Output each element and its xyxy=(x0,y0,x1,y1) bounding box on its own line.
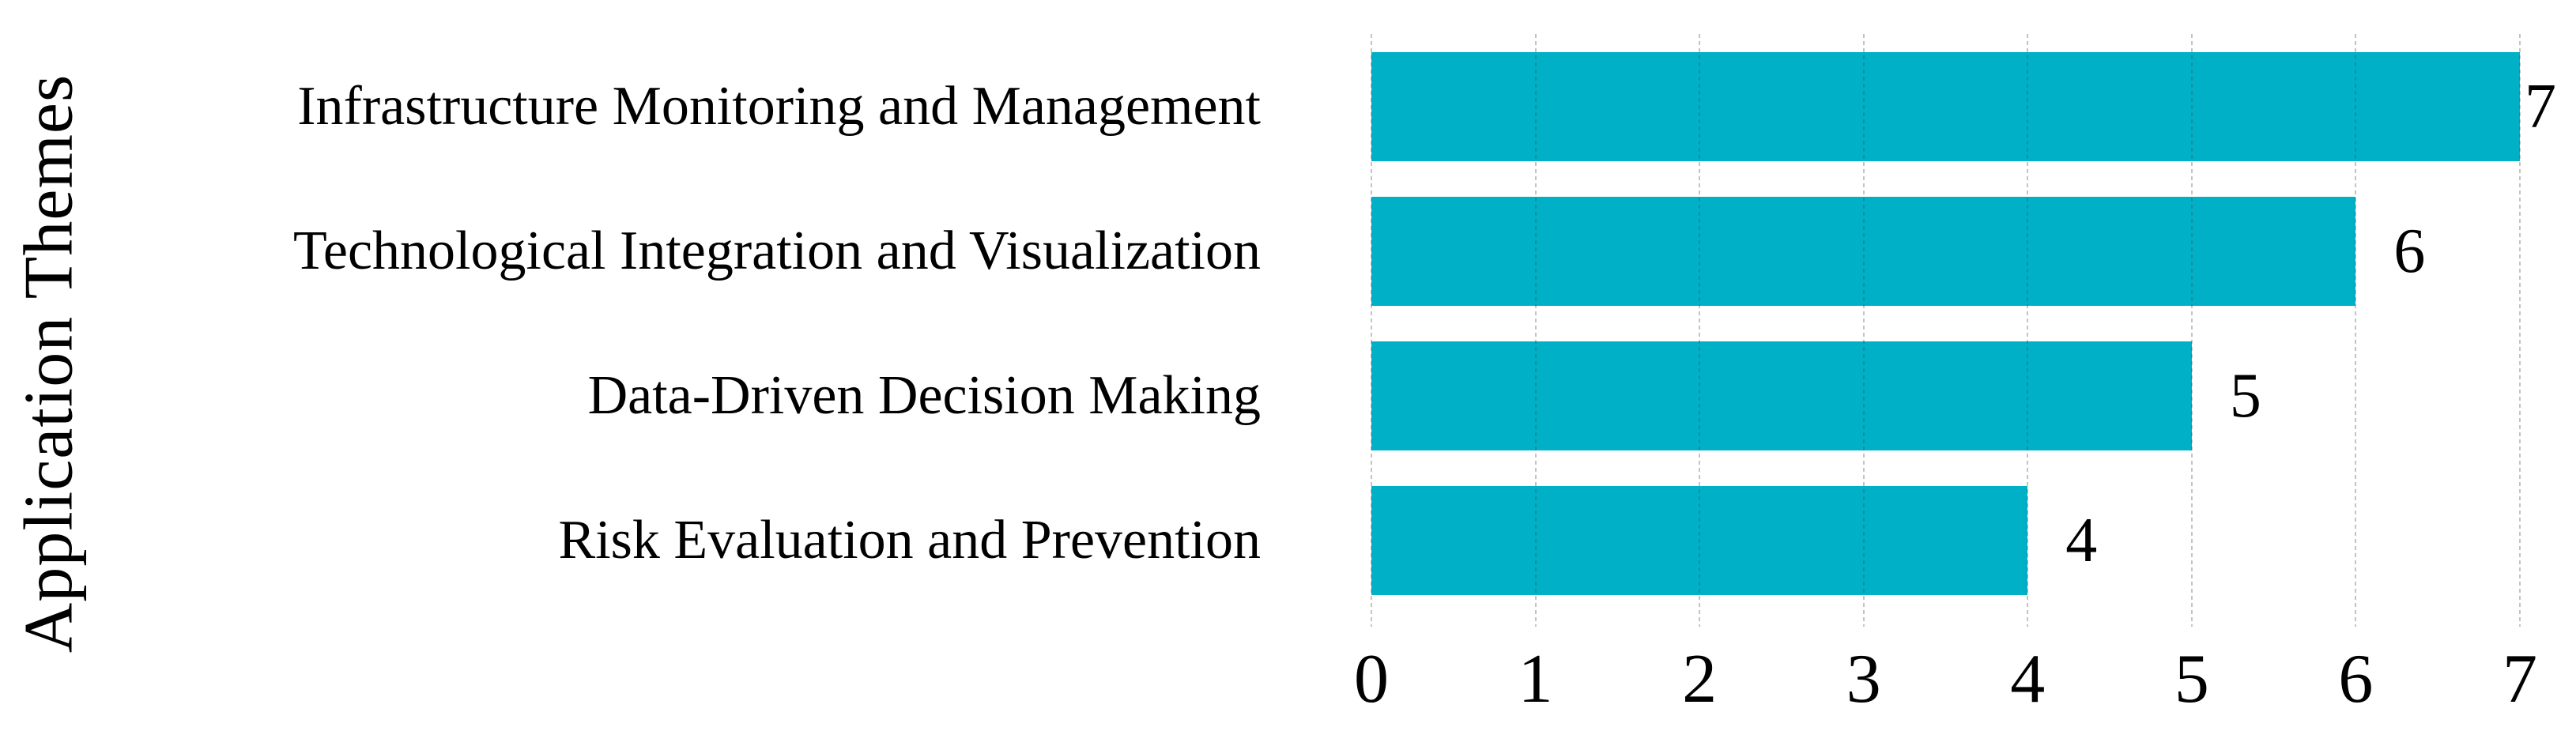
x-axis-tick-labels: 0 1 2 3 4 5 6 7 xyxy=(1354,641,2537,731)
category-label: Technological Integration and Visualizat… xyxy=(293,220,1261,281)
bar-value-label: 4 xyxy=(2065,505,2098,575)
x-tick-label: 0 xyxy=(1354,641,1389,718)
x-tick-label: 5 xyxy=(2174,641,2209,718)
category-label: Infrastructure Monitoring and Management xyxy=(297,75,1261,137)
x-tick-label: 7 xyxy=(2502,641,2537,718)
category-axis-labels: Infrastructure Monitoring and Management… xyxy=(0,34,1316,612)
bar-value-label: 7 xyxy=(2525,71,2556,141)
plot-area: 7 6 5 4 xyxy=(1371,34,2556,627)
bar xyxy=(1371,51,2520,161)
bar-value-label: 6 xyxy=(2393,216,2426,286)
bar-value-label: 5 xyxy=(2229,360,2261,431)
x-tick-label: 4 xyxy=(2010,641,2046,718)
x-tick-label: 6 xyxy=(2338,641,2374,718)
x-tick-label: 2 xyxy=(1682,641,1718,718)
x-tick-label: 1 xyxy=(1518,641,1553,718)
bar xyxy=(1371,485,2028,595)
bar xyxy=(1371,196,2356,306)
x-tick-label: 3 xyxy=(1846,641,1881,718)
category-label: Data-Driven Decision Making xyxy=(587,364,1261,426)
category-label: Risk Evaluation and Prevention xyxy=(558,509,1261,571)
bar xyxy=(1371,341,2192,450)
